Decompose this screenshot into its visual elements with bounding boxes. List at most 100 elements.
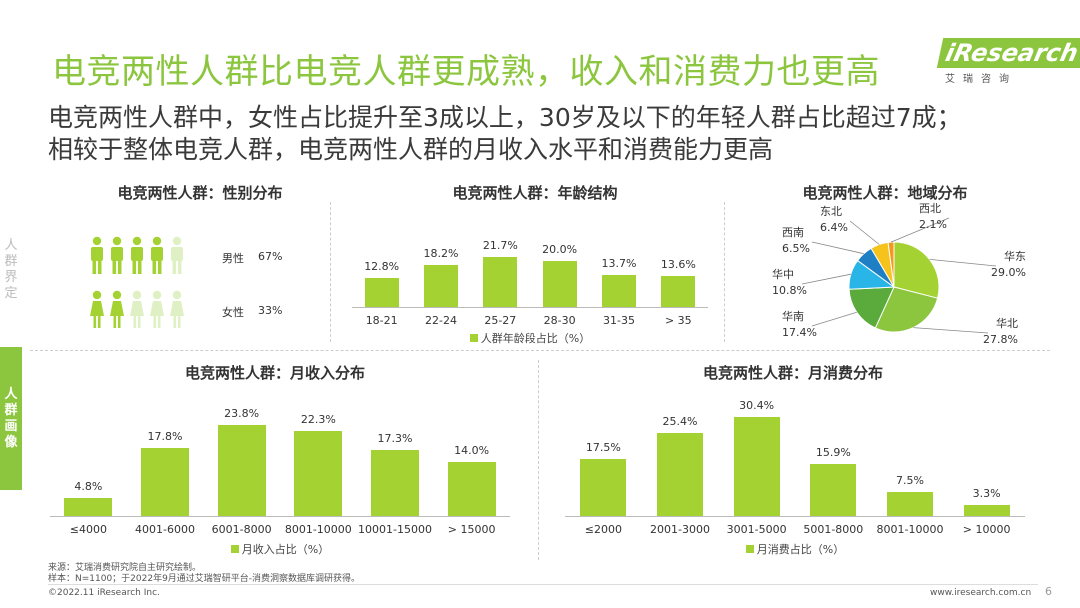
category-tick-label: 4001-6000 — [135, 523, 195, 536]
bar-value-label: 17.3% — [377, 431, 413, 445]
bar — [371, 449, 419, 516]
divider — [30, 350, 1050, 351]
bar-value-label: 21.7% — [482, 239, 518, 252]
category-tick-label: 10001-15000 — [358, 523, 432, 536]
category-tick-label: 8001-10000 — [284, 523, 352, 536]
bar — [661, 275, 696, 307]
pie-slice-name-label: 西南 — [782, 226, 804, 239]
bar — [542, 260, 577, 307]
pie-slice-name-label: 华北 — [996, 316, 1018, 330]
bar-value-label: 20.0% — [542, 242, 578, 256]
iresearch-logo-subtitle: 艾瑞咨询 — [945, 74, 1017, 85]
bar — [64, 497, 113, 516]
side-tab-char: 群 — [4, 402, 18, 418]
bar-value-label: 3.3% — [972, 487, 1001, 501]
gender-chart-title: 电竞两性人群：性别分布 — [117, 184, 283, 202]
pie-slice-value-label: 6.5% — [782, 242, 810, 255]
chart-legend: 月消费占比（%） — [565, 541, 1025, 557]
bar — [294, 430, 343, 516]
pie-leader-line — [890, 217, 950, 243]
bar-value-label: 14.0% — [454, 444, 490, 458]
divider — [330, 202, 331, 342]
female-person-icon — [90, 290, 184, 328]
legend-swatch — [230, 545, 239, 553]
gender-female-value: 33% — [258, 304, 283, 317]
region-chart-title: 电竞两性人群：地域分布 — [802, 184, 968, 202]
side-nav-char: 界 — [4, 270, 18, 285]
page-number: 6 — [1045, 585, 1052, 598]
female-person-icon — [90, 290, 104, 328]
category-tick-label: 25-27 — [484, 314, 517, 327]
pie-slice-name-label: 华中 — [772, 267, 794, 281]
bar-value-label: 23.8% — [224, 407, 260, 420]
bar-value-label: 13.6% — [660, 257, 696, 271]
category-tick-label: 28-30 — [543, 314, 576, 327]
chart-legend: 月收入占比（%） — [50, 541, 510, 557]
pie-leader-line — [811, 311, 857, 327]
bar-value-label: 15.9% — [815, 446, 851, 460]
axis-baseline — [565, 516, 1025, 517]
category-tick-label: ≤4000 — [69, 523, 107, 536]
footer-site[interactable]: www.iresearch.com.cn — [930, 588, 1032, 598]
male-person-icon — [91, 236, 183, 274]
pie-slice-value-label: 29.0% — [991, 266, 1026, 279]
spend-chart-title: 电竞两性人群：月消费分布 — [702, 364, 883, 382]
pie-leader-line — [811, 241, 864, 255]
subtitle-line-2: 相较于整体电竞人群，电竞两性人群的月收入水平和消费能力更高 — [48, 135, 774, 164]
legend-label: 人群年龄段占比（%） — [480, 332, 591, 345]
region-pie-chart: 华东 29.0% 华北 27.8% 华南 17.4% 华中 10.8% 西南 6.5% 东北 6.4%… — [772, 202, 1026, 346]
legend-label: 月消费占比（%） — [756, 543, 845, 556]
bar — [810, 464, 857, 516]
category-tick-label: > 10000 — [962, 523, 1011, 536]
side-tab-char: 像 — [4, 434, 18, 450]
pie-slice-name-label: 西北 — [919, 202, 941, 215]
bar-value-label: 30.4% — [739, 399, 775, 412]
pie-slice-value-label: 10.8% — [772, 284, 807, 297]
category-tick-label: > 15000 — [447, 523, 496, 536]
side-tab-char: 画 — [4, 418, 18, 434]
page-title: 电竞两性人群比电竞人群更成熟，收入和消费力也更高 — [52, 52, 880, 92]
bar — [364, 277, 399, 307]
legend-label: 月收入占比（%） — [241, 543, 330, 556]
pie-leader-line — [801, 273, 851, 285]
male-person-icon — [91, 236, 103, 274]
side-nav-portrait-tab[interactable]: 人 群 画 像 — [0, 347, 22, 490]
category-tick-label: ≤2000 — [584, 523, 622, 536]
category-tick-label: 5001-8000 — [803, 523, 864, 536]
side-nav-char: 群 — [4, 254, 18, 269]
bar-value-label: 4.8% — [74, 479, 103, 493]
pie-slice-name-label: 华东 — [1004, 249, 1026, 263]
bar — [602, 275, 636, 307]
bar — [447, 462, 496, 516]
side-nav-char: 人 — [4, 238, 18, 253]
gender-male-label: 男性 — [222, 252, 244, 265]
footer-sample: 样本：N=1100；于2022年9月通过艾瑞智研平台-消费洞察数据库调研获得。 — [48, 574, 361, 584]
spend-chart: 17.5% ≤2000 25.4% 2001-3000 30.4% 3001-5000 15… — [565, 385, 1025, 560]
legend-swatch — [469, 334, 478, 342]
age-chart-title: 电竞两性人群：年龄结构 — [452, 184, 618, 202]
category-tick-label: 2001-3000 — [650, 523, 710, 536]
bar-value-label: 18.2% — [423, 247, 459, 261]
pie-leader-line — [849, 220, 880, 245]
category-tick-label: 8001-10000 — [876, 523, 944, 536]
bar — [657, 433, 703, 516]
age-chart: 12.8% 18-21 18.2% 22-24 21.7% 25-27 20.0% 28-30… — [352, 205, 708, 350]
footer-source: 来源：艾瑞消费研究院自主研究绘制。 — [48, 563, 202, 573]
pie-leader-line — [913, 327, 989, 334]
axis-baseline — [50, 516, 510, 517]
category-tick-label: 6001-8000 — [211, 523, 272, 536]
bar — [887, 491, 933, 516]
bar — [483, 257, 518, 307]
bar-value-label: 22.3% — [300, 412, 336, 426]
side-nav-char: 定 — [4, 286, 18, 301]
male-person-icon — [111, 236, 123, 274]
side-nav-definition[interactable]: 人 群 界 定 — [2, 238, 20, 302]
gender-male-value: 67% — [258, 250, 283, 263]
category-tick-label: 18-21 — [365, 314, 398, 327]
income-chart: 4.8% ≤4000 17.8% 4001-6000 23.8% 6001-8000 22.… — [50, 385, 510, 560]
category-tick-label: > 35 — [664, 314, 692, 327]
bar-value-label: 17.5% — [585, 441, 621, 454]
female-icon-row — [88, 290, 188, 334]
male-person-icon — [171, 236, 183, 274]
pie-slice-value-label: 2.1% — [919, 218, 947, 231]
